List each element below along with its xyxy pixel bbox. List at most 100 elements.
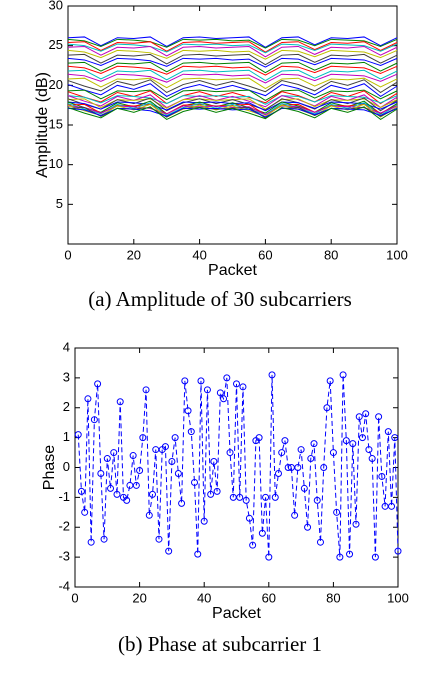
data-point xyxy=(181,377,189,385)
data-point xyxy=(313,496,321,504)
series-line xyxy=(67,69,398,82)
series-line xyxy=(67,89,398,101)
data-point xyxy=(77,487,85,495)
series-line xyxy=(67,38,398,49)
y-tick-label: -1 xyxy=(58,489,70,504)
data-point xyxy=(358,434,366,442)
series-line xyxy=(67,49,398,60)
data-point xyxy=(304,523,312,531)
data-point xyxy=(365,446,373,454)
y-tick-label: -4 xyxy=(58,578,70,593)
data-point xyxy=(149,490,157,498)
data-point xyxy=(391,434,399,442)
data-point xyxy=(349,440,357,448)
data-point xyxy=(200,517,208,525)
y-tick-label: -2 xyxy=(58,519,70,534)
data-point xyxy=(191,478,199,486)
data-point xyxy=(336,553,344,561)
caption: (b) Phase at subcarrier 1 xyxy=(118,632,322,656)
data-point xyxy=(375,413,383,421)
data-point xyxy=(161,443,169,451)
data-point xyxy=(174,469,182,477)
data-point xyxy=(346,550,354,558)
series-line xyxy=(67,41,398,53)
data-point xyxy=(123,496,131,504)
data-point xyxy=(378,472,386,480)
y-axis-label: Amplitude (dB) xyxy=(34,72,51,178)
y-tick-label: 4 xyxy=(63,339,70,354)
data-point xyxy=(281,437,289,445)
data-point xyxy=(139,434,147,442)
y-tick-label: 15 xyxy=(49,116,63,131)
data-point xyxy=(97,469,105,477)
data-point xyxy=(103,455,111,463)
data-point xyxy=(81,508,89,516)
y-tick-label: 2 xyxy=(63,399,70,414)
x-tick-label: 0 xyxy=(71,590,78,605)
series-line xyxy=(67,43,398,54)
data-point xyxy=(216,389,224,397)
data-point xyxy=(203,386,211,394)
series-line xyxy=(67,102,398,117)
data-point xyxy=(368,455,376,463)
y-tick-label: 30 xyxy=(49,0,63,12)
data-point xyxy=(220,395,228,403)
series-line xyxy=(67,101,398,112)
data-point xyxy=(74,431,82,439)
data-point xyxy=(384,428,392,436)
data-point xyxy=(87,538,95,546)
data-point xyxy=(245,514,253,522)
data-point xyxy=(371,553,379,561)
data-point xyxy=(197,377,205,385)
data-point xyxy=(320,464,328,471)
series-line xyxy=(67,77,398,90)
series-line xyxy=(67,36,398,48)
data-point xyxy=(329,449,337,457)
data-point xyxy=(352,520,360,528)
data-point xyxy=(300,484,308,492)
data-point xyxy=(333,508,341,516)
series-line xyxy=(77,374,399,558)
data-point xyxy=(291,511,299,519)
x-tick-label: 60 xyxy=(262,590,276,605)
data-point xyxy=(129,452,137,460)
series-line xyxy=(67,53,398,66)
data-point xyxy=(94,380,102,388)
data-point xyxy=(362,410,370,418)
data-point xyxy=(316,538,324,546)
y-tick-label: -3 xyxy=(58,549,70,564)
data-point xyxy=(136,466,144,474)
series-line xyxy=(67,61,398,74)
data-point xyxy=(194,550,202,558)
data-point xyxy=(171,434,179,442)
y-axis-label: Phase xyxy=(41,445,58,490)
x-tick-label: 100 xyxy=(387,590,409,605)
data-point xyxy=(339,371,347,379)
data-point xyxy=(249,541,257,549)
data-point xyxy=(310,440,318,448)
data-point xyxy=(226,449,234,457)
data-point xyxy=(107,484,115,492)
data-point xyxy=(155,535,163,543)
x-tick-label: 100 xyxy=(386,247,408,262)
data-point xyxy=(323,404,331,412)
series-line xyxy=(67,57,398,68)
y-tick-label: 20 xyxy=(49,77,63,92)
x-axis-label: Packet xyxy=(212,605,261,622)
y-tick-label: 3 xyxy=(63,369,70,384)
series-line xyxy=(67,90,398,105)
data-point xyxy=(116,398,124,406)
series-line xyxy=(67,45,398,58)
x-tick-label: 20 xyxy=(132,590,146,605)
data-point xyxy=(297,446,305,454)
data-point xyxy=(268,371,276,379)
data-point xyxy=(236,493,244,501)
series-line xyxy=(67,73,398,84)
data-point xyxy=(255,434,263,442)
data-point xyxy=(145,511,153,519)
data-point xyxy=(355,413,363,421)
x-tick-label: 40 xyxy=(197,590,211,605)
data-point xyxy=(274,469,282,477)
series-line xyxy=(67,95,398,105)
data-point xyxy=(265,553,273,561)
